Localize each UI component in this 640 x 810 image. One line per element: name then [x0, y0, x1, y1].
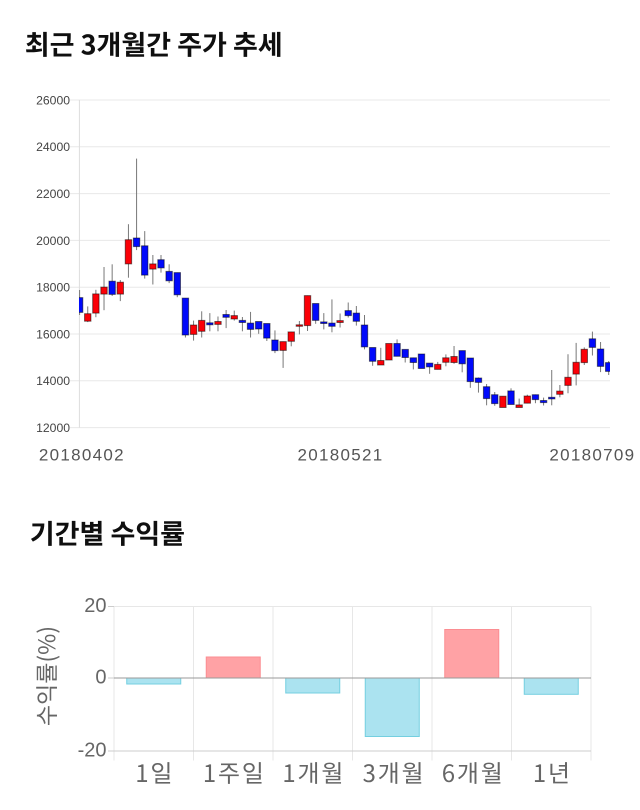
- svg-text:22000: 22000: [36, 187, 70, 201]
- svg-text:24000: 24000: [36, 140, 70, 154]
- svg-text:26000: 26000: [36, 93, 70, 107]
- svg-text:20: 20: [84, 595, 106, 617]
- svg-text:16000: 16000: [36, 327, 70, 341]
- svg-text:20000: 20000: [36, 234, 70, 248]
- svg-text:12000: 12000: [36, 421, 70, 435]
- svg-text:-20: -20: [78, 739, 107, 761]
- svg-text:20180521: 20180521: [297, 446, 383, 465]
- svg-text:20180402: 20180402: [39, 446, 125, 465]
- svg-text:20180709: 20180709: [549, 446, 635, 465]
- svg-text:18000: 18000: [36, 281, 70, 295]
- svg-text:14000: 14000: [36, 374, 70, 388]
- svg-text:0: 0: [95, 666, 106, 688]
